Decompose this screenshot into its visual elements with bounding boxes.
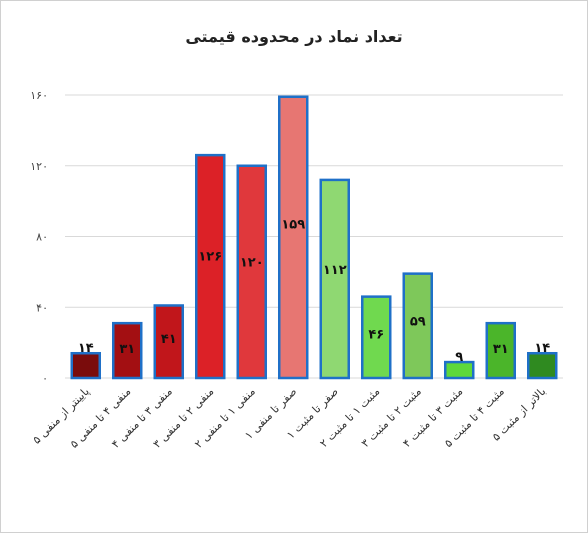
bar <box>112 321 143 380</box>
value-label: ۱۱۲ <box>323 263 347 278</box>
bar <box>195 153 226 380</box>
value-label: ۱۵۹ <box>281 217 305 232</box>
value-label: ۳۱ <box>493 342 509 357</box>
value-label: ۱۲۰ <box>240 255 264 270</box>
bar <box>485 321 516 380</box>
value-label: ۴۶ <box>368 327 384 342</box>
value-label: ۳۱ <box>119 342 135 357</box>
value-label: ۹ <box>455 350 463 365</box>
bar <box>236 164 267 380</box>
value-label: ۵۹ <box>410 315 426 330</box>
bar <box>153 304 184 380</box>
bar <box>319 178 350 380</box>
y-tick-label: ۱۲۰ <box>30 160 48 173</box>
value-label: ۱۲۶ <box>198 249 222 264</box>
value-label: ۱۴ <box>78 341 94 356</box>
bar <box>361 295 392 380</box>
y-tick-label: ۸۰ <box>36 231 48 244</box>
bar <box>402 272 433 380</box>
value-label: ۴۱ <box>161 332 177 347</box>
chart-title: تعداد نماد در محدوده قیمتی <box>185 27 402 46</box>
y-tick-label: ۱۶۰ <box>30 89 48 102</box>
bar <box>527 351 558 380</box>
bar <box>70 351 101 380</box>
bar <box>278 95 309 380</box>
y-tick-label: ۰ <box>42 372 48 385</box>
bar <box>444 360 475 380</box>
y-tick-label: ۴۰ <box>36 301 48 314</box>
value-label: ۱۴ <box>534 341 550 356</box>
